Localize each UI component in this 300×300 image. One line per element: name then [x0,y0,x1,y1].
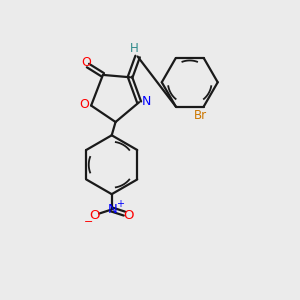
Text: O: O [79,98,89,112]
Text: O: O [82,56,92,68]
Text: N: N [108,203,118,216]
Text: +: + [116,199,124,208]
Text: O: O [89,209,100,223]
Text: Br: Br [194,110,207,122]
Text: H: H [130,42,139,56]
Text: −: − [84,217,93,227]
Text: O: O [124,209,134,223]
Text: N: N [142,95,151,108]
